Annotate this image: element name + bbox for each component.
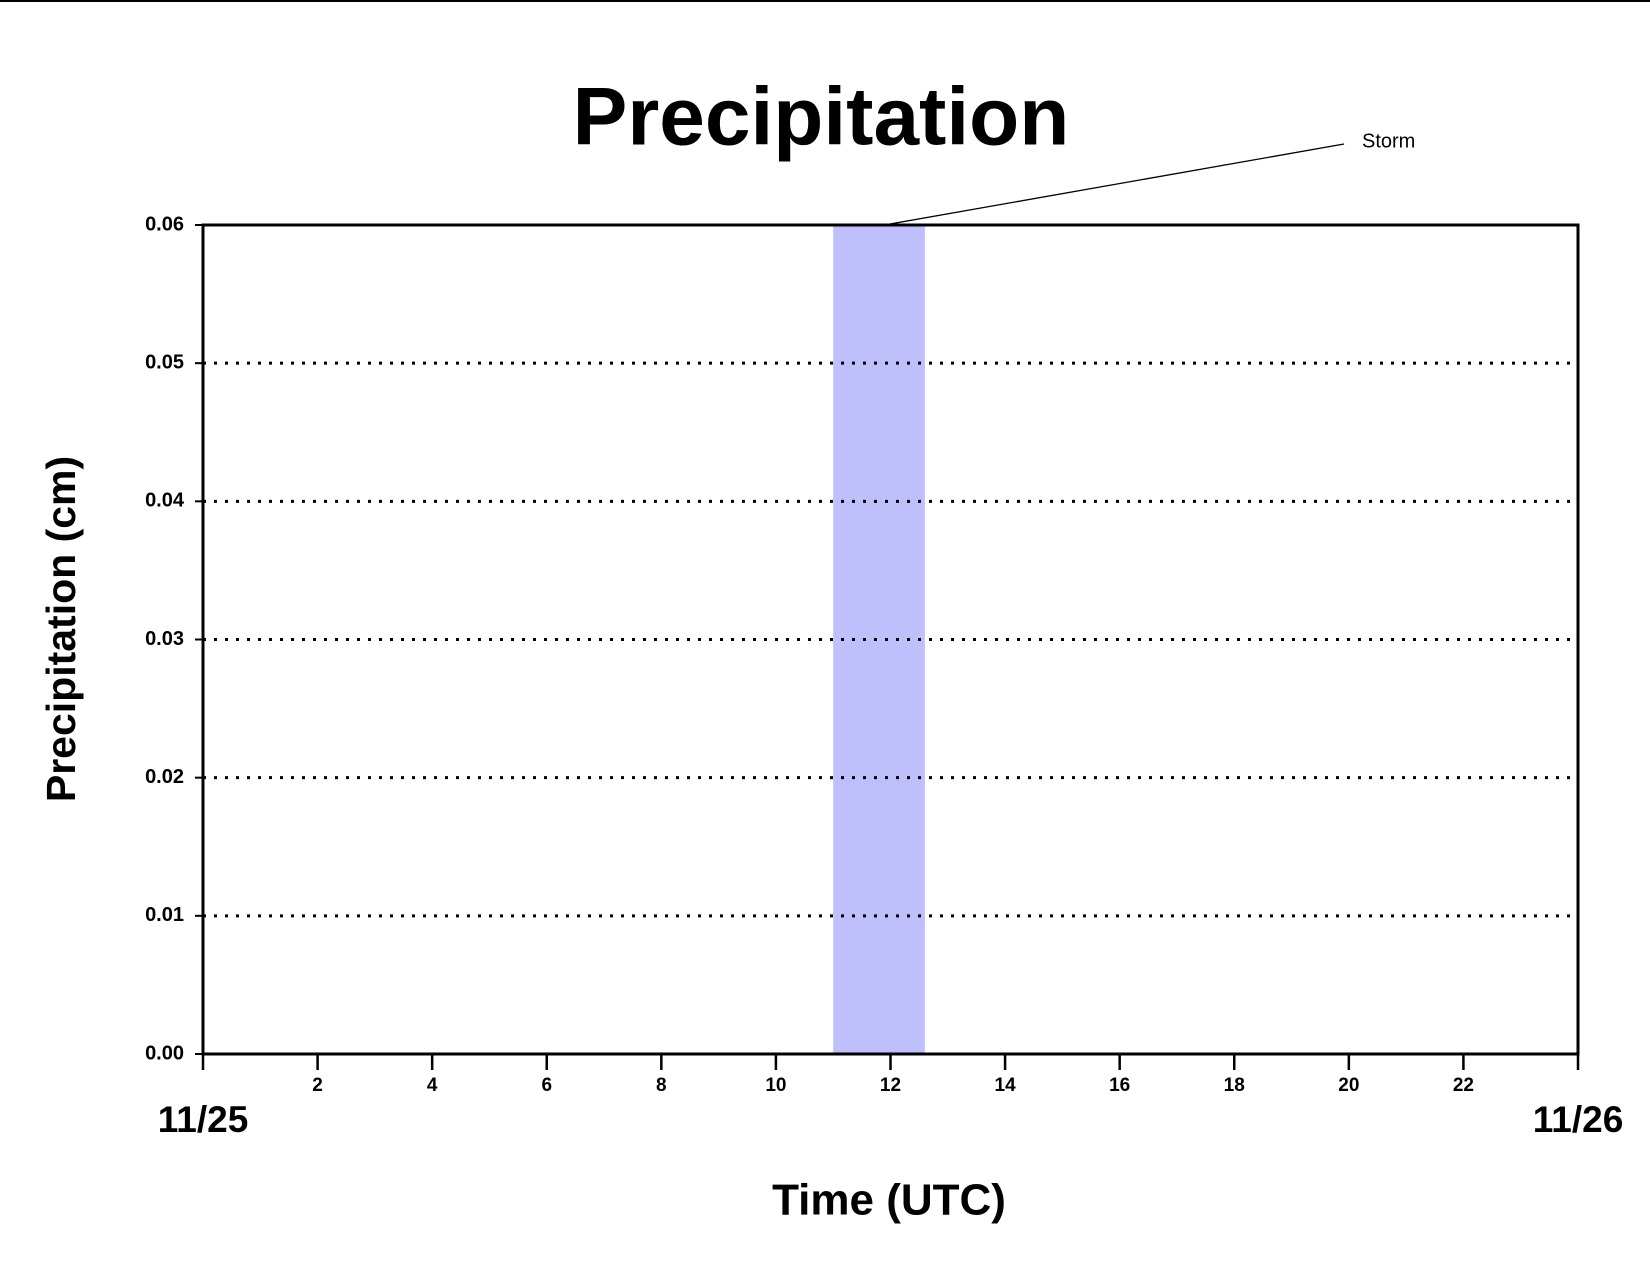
x-tick-label: 16 <box>1109 1075 1130 1096</box>
y-tick-label: 0.02 <box>145 766 184 788</box>
y-tick-label: 0.03 <box>145 628 184 650</box>
annotation-leader <box>884 143 1345 226</box>
x-tick-label: 12 <box>880 1075 901 1096</box>
x-tick-label: 20 <box>1338 1075 1359 1096</box>
x-tick-label: 10 <box>765 1075 786 1096</box>
x-tick-label: 4 <box>427 1075 438 1096</box>
chart-title: Precipitation <box>573 72 1070 163</box>
x-tick-label: 14 <box>995 1075 1017 1096</box>
y-axis-title: Precipitation (cm) <box>38 456 84 802</box>
x-axis-title: Time (UTC) <box>772 1176 1006 1225</box>
x-date-label: 11/25 <box>158 1099 249 1140</box>
y-tick-label: 0.05 <box>145 351 184 373</box>
x-tick-label: 22 <box>1453 1075 1474 1096</box>
annotation: Storm <box>1362 130 1415 152</box>
shaded-span <box>833 225 925 1054</box>
x-date-label: 11/26 <box>1533 1099 1624 1140</box>
x-tick-label: 8 <box>656 1075 667 1096</box>
y-tick-label: 0.01 <box>145 904 184 926</box>
y-tick-label: 0.00 <box>145 1042 184 1064</box>
x-tick-label: 18 <box>1224 1075 1245 1096</box>
y-tick-label: 0.06 <box>145 213 184 235</box>
x-tick-label: 2 <box>312 1075 323 1096</box>
plot-frame <box>201 223 1580 1056</box>
x-tick-label: 6 <box>541 1075 552 1096</box>
y-tick-label: 0.04 <box>145 490 185 512</box>
